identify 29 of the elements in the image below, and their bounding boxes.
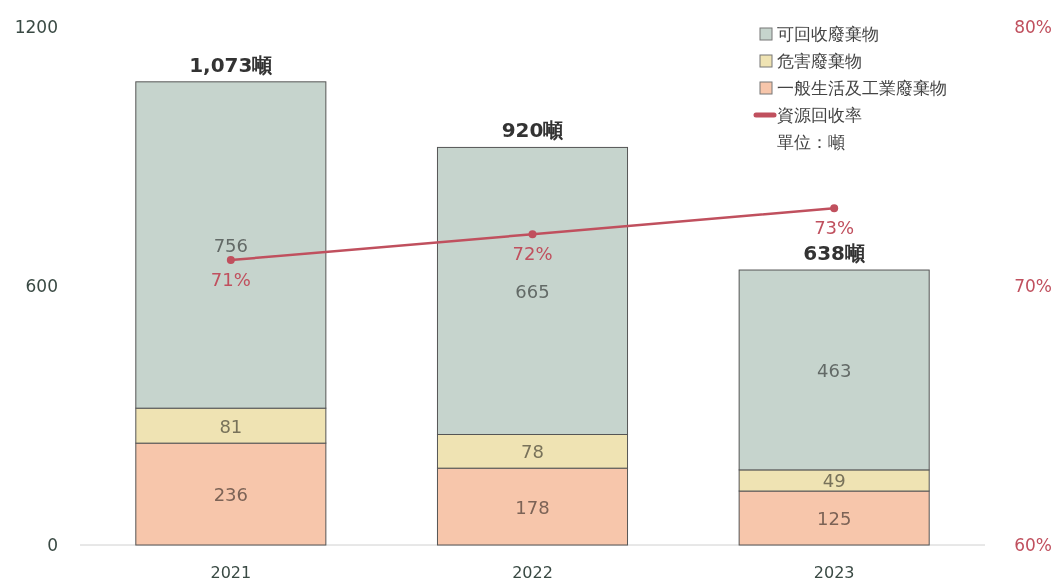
value-label: 49	[822, 470, 846, 492]
value-label: 125	[817, 508, 852, 529]
legend-label: 危害廢棄物	[777, 51, 862, 71]
value-label: 71%	[210, 269, 251, 291]
total: 638噸	[803, 241, 866, 266]
value-label: 178	[515, 496, 550, 518]
value-label: 72%	[512, 243, 553, 265]
xtick: 2023	[813, 563, 855, 582]
ytick: 0	[47, 535, 58, 555]
y2tick: 80%	[1014, 17, 1052, 37]
total: 1,073噸	[189, 52, 273, 77]
value-label: 756	[213, 235, 248, 256]
value-label: 236	[213, 484, 248, 506]
value-label: 78	[521, 441, 544, 463]
xtick: 2021	[210, 563, 252, 582]
value-label: 73%	[814, 217, 855, 239]
y2tick: 60%	[1014, 535, 1052, 555]
ytick: 1200	[14, 17, 58, 37]
total: 920噸	[501, 118, 564, 143]
annotation: 單位：噸	[777, 132, 845, 152]
legend-label: 資源回收率	[777, 105, 862, 125]
ytick: 600	[25, 276, 58, 296]
xtick: 2022	[512, 563, 553, 582]
value-label: 665	[515, 280, 550, 302]
value-label: 463	[817, 359, 852, 381]
value-label: 81	[219, 415, 243, 437]
y2tick: 70%	[1014, 276, 1052, 296]
legend-label: 一般生活及工業廢棄物	[777, 78, 947, 98]
legend-label: 可回收廢棄物	[777, 24, 879, 44]
